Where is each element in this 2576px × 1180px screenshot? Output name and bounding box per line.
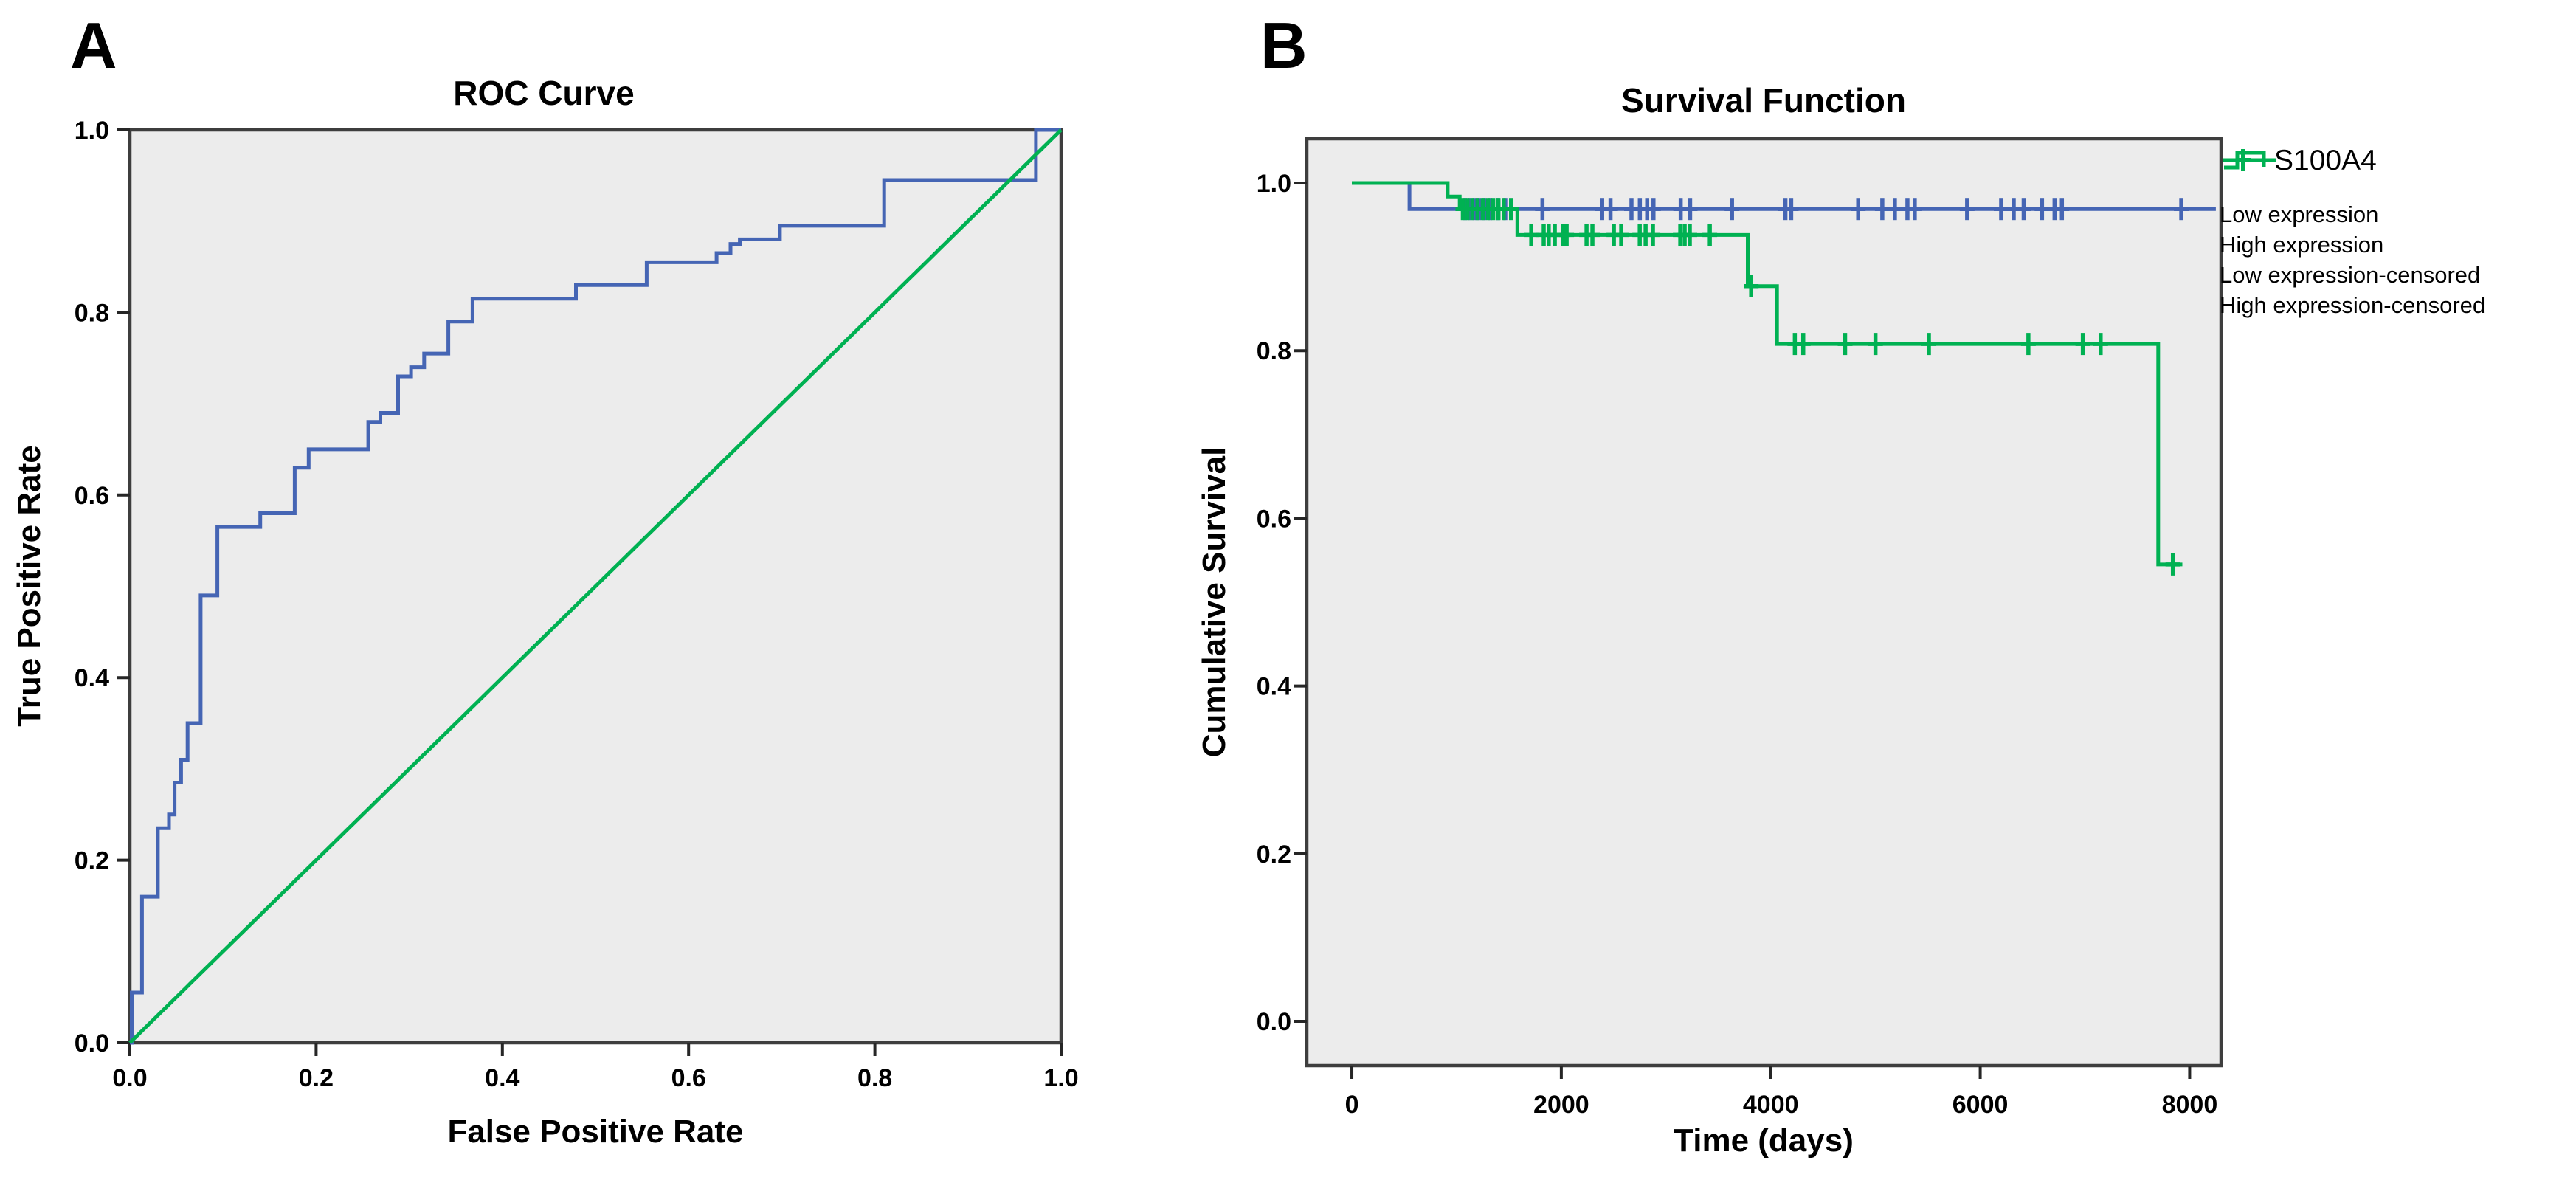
survival-plot-area <box>1305 137 2223 1068</box>
x-tick-label: 0 <box>1345 1091 1359 1119</box>
legend-item-high-expression-censored: High expression-censored <box>2220 149 2574 320</box>
x-tick-label: 0.2 <box>299 1064 334 1092</box>
legend-label: High expression-censored <box>2220 291 2486 318</box>
x-tick-label: 0.0 <box>112 1064 147 1092</box>
y-tick-label: 0.8 <box>1257 337 1291 365</box>
survival-chart: B Survival Function 0 2000 4000 6000 8000 0.0… <box>1196 9 2223 1159</box>
panel-a-letter: A <box>70 9 117 82</box>
survival-legend: S100A4 Low expression High expression Lo… <box>2220 145 2574 320</box>
y-tick-label: 0.0 <box>1257 1008 1291 1036</box>
legend-item-high-expression: High expression <box>2220 151 2574 260</box>
high-expression-step-icon <box>2224 151 2266 170</box>
x-tick-label: 4000 <box>1743 1091 1799 1119</box>
series-line <box>130 128 1061 1045</box>
roc-chart: A ROC Curve 0.0 0.2 0.4 0.6 0.8 1.00.00.20.40… <box>11 9 1079 1150</box>
y-tick-label: 0.4 <box>1257 673 1291 701</box>
roc-y-axis-label: True Positive Rate <box>11 445 47 726</box>
legend-label: Low expression-censored <box>2220 261 2481 288</box>
legend-item-low-expression: Low expression <box>2220 151 2574 230</box>
legend-title: S100A4 <box>2274 145 2377 176</box>
y-tick-label: 0.2 <box>1257 841 1291 869</box>
x-tick-label: 2000 <box>1533 1091 1589 1119</box>
y-tick-label: 0.4 <box>75 664 109 692</box>
roc-plot-content: 0.0 0.2 0.4 0.6 0.8 1.0 0.0 0.2 0.4 0.6 0.8 1.0 <box>75 117 1079 1092</box>
y-tick-label: 0.2 <box>75 847 109 875</box>
series-line <box>128 128 1063 1044</box>
y-tick-label: 0.8 <box>75 299 109 327</box>
survival-y-axis-label: Cumulative Survival <box>1196 447 1232 758</box>
x-tick-label: 0.4 <box>485 1064 519 1092</box>
x-tick-label: 8000 <box>2162 1091 2218 1119</box>
y-tick-label: 0.6 <box>75 482 109 510</box>
roc-title: ROC Curve <box>453 74 634 112</box>
x-tick-label: 1.0 <box>1043 1064 1078 1092</box>
legend-label: Low expression <box>2220 201 2379 227</box>
x-tick-label: 0.8 <box>857 1064 892 1092</box>
y-tick-label: 0.6 <box>1257 505 1291 533</box>
high-expression-censored-icon <box>2223 149 2276 171</box>
y-tick-label: 1.0 <box>75 117 109 145</box>
x-tick-label: 0.6 <box>671 1064 706 1092</box>
roc-x-axis-label: False Positive Rate <box>447 1114 743 1150</box>
legend-label: High expression <box>2220 231 2384 258</box>
panel-b-letter: B <box>1260 9 1308 82</box>
y-tick-label: 0.0 <box>75 1029 109 1057</box>
x-tick-label: 6000 <box>1952 1091 2009 1119</box>
survival-title: Survival Function <box>1621 81 1906 120</box>
survival-x-axis-label: Time (days) <box>1674 1122 1854 1159</box>
legend-item-low-expression-censored: Low expression-censored <box>2220 149 2574 290</box>
survival-plot-content: 0 2000 4000 6000 8000 0.0 0.2 0.4 0.6 0.8 1.0 <box>1257 170 2218 1119</box>
y-tick-label: 1.0 <box>1257 170 1291 198</box>
